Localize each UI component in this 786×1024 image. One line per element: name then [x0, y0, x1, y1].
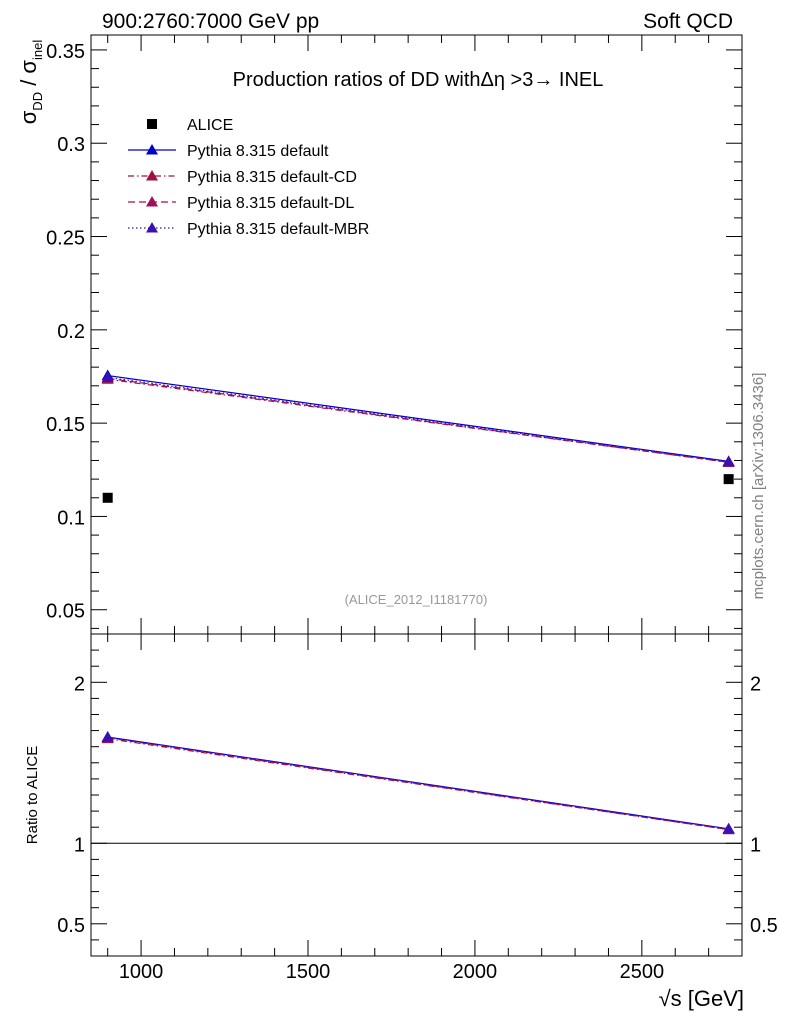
legend-entry-alice: ALICE [147, 117, 233, 134]
legend-entry: Pythia 8.315 default-DL [128, 195, 354, 212]
legend-marker [146, 170, 158, 181]
ratio-y-axis-label: Ratio to ALICE [24, 746, 41, 844]
ratio-series-point [101, 731, 114, 742]
ratio-series-line [107, 736, 729, 830]
legend-label: Pythia 8.315 default-CD [187, 169, 357, 186]
ratio-series-line [107, 737, 729, 831]
series-line [107, 376, 729, 463]
x-tick-label: 2500 [620, 961, 665, 983]
ratio-series-point [722, 823, 735, 834]
legend-label: Pythia 8.315 default-DL [187, 195, 354, 212]
legend-marker [146, 196, 158, 207]
main-series-layer [101, 369, 735, 503]
chart-title: Production ratios of DD withΔη >3→ INEL [233, 69, 604, 91]
x-axis-ticks: 1000 1500 2000 2500 [107, 35, 710, 983]
legend-marker [146, 222, 158, 233]
series-point [722, 455, 735, 467]
ylabel-sub-inel: inel [30, 40, 45, 60]
ratio-y-tick-label: 2 [74, 673, 85, 695]
legend-entry: Pythia 8.315 default-CD [128, 169, 357, 186]
main-y-axis-label: σDD / σinel [16, 40, 45, 125]
y-tick-label: 0.15 [46, 414, 85, 436]
data-point-alice [102, 492, 113, 503]
y-tick-label: 0.35 [46, 41, 85, 63]
x-tick-label: 2000 [453, 961, 498, 983]
legend-label: ALICE [187, 117, 233, 134]
ratio-plot-frame [90, 633, 743, 957]
x-axis-label: √s [GeV] [659, 986, 744, 1011]
legend-entry: Pythia 8.315 default-MBR [128, 221, 369, 238]
main-axis-ticks: 0.05 0.1 0.15 0.2 0.25 0.3 0.35 [46, 41, 742, 629]
legend: ALICE Pythia 8.315 default Pythia 8.315 de… [128, 117, 369, 238]
watermark: mcplots.cern.ch [arXiv:1306.3436] [750, 373, 767, 600]
y-tick-label: 0.1 [57, 507, 85, 529]
y-tick-label: 0.2 [57, 321, 85, 343]
legend-label: Pythia 8.315 default-MBR [187, 221, 369, 238]
ylabel-sub-dd: DD [30, 92, 45, 111]
legend-marker [147, 119, 157, 129]
header-right: Soft QCD [643, 10, 733, 33]
ratio-y-tick-label-right: 2 [750, 673, 761, 695]
legend-entry: Pythia 8.315 default [128, 143, 329, 160]
y-tick-label: 0.3 [57, 134, 85, 156]
y-tick-label: 0.25 [46, 228, 85, 250]
series-point [101, 371, 114, 382]
ylabel-sigma2: / σ [16, 60, 41, 92]
header-left: 900:2760:7000 GeV pp [102, 10, 319, 33]
ratio-y-tick-label-right: 1 [750, 834, 761, 856]
ratio-y-tick-label: 0.5 [57, 915, 85, 937]
analysis-label: (ALICE_2012_I1181770) [345, 592, 488, 607]
ratio-axis-ticks: 0.5 0.5 1 1 2 2 [57, 649, 778, 941]
data-point-alice [723, 474, 734, 485]
x-tick-label: 1000 [119, 961, 164, 983]
ratio-series-layer [101, 731, 735, 835]
y-tick-label: 0.05 [46, 601, 85, 623]
series-line [107, 374, 729, 462]
ylabel-sigma: σ [16, 110, 41, 124]
ratio-y-tick-label: 1 [74, 834, 85, 856]
x-tick-label: 1500 [286, 961, 331, 983]
series-line [107, 377, 729, 463]
legend-label: Pythia 8.315 default [187, 143, 329, 160]
ratio-y-tick-label-right: 0.5 [750, 915, 778, 937]
legend-marker [146, 144, 158, 155]
